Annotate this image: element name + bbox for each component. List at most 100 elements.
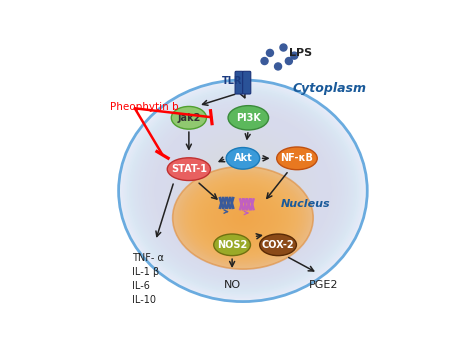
Ellipse shape xyxy=(209,193,277,243)
Ellipse shape xyxy=(233,182,253,200)
Ellipse shape xyxy=(225,175,261,207)
Ellipse shape xyxy=(192,146,293,236)
Ellipse shape xyxy=(201,153,285,229)
Ellipse shape xyxy=(212,196,273,240)
Text: NO: NO xyxy=(224,280,241,290)
Ellipse shape xyxy=(135,94,351,287)
Ellipse shape xyxy=(173,166,313,269)
Ellipse shape xyxy=(202,188,284,248)
Text: Akt: Akt xyxy=(234,153,252,163)
Ellipse shape xyxy=(205,157,281,225)
Ellipse shape xyxy=(187,141,299,241)
Ellipse shape xyxy=(177,132,309,250)
Ellipse shape xyxy=(202,154,284,227)
Ellipse shape xyxy=(120,81,366,300)
Ellipse shape xyxy=(189,178,297,257)
Text: TNF- α
IL-1 β
IL-6
IL-10: TNF- α IL-1 β IL-6 IL-10 xyxy=(132,253,164,305)
Ellipse shape xyxy=(170,125,316,256)
Ellipse shape xyxy=(131,91,355,291)
Ellipse shape xyxy=(219,200,266,235)
Ellipse shape xyxy=(128,88,358,293)
Ellipse shape xyxy=(153,110,333,271)
Ellipse shape xyxy=(177,132,309,249)
Ellipse shape xyxy=(237,185,249,196)
Ellipse shape xyxy=(166,122,319,259)
Ellipse shape xyxy=(222,202,264,233)
Ellipse shape xyxy=(192,146,293,236)
Ellipse shape xyxy=(213,164,273,218)
FancyBboxPatch shape xyxy=(243,71,251,94)
Ellipse shape xyxy=(162,118,324,263)
Ellipse shape xyxy=(192,181,293,254)
Ellipse shape xyxy=(185,139,301,243)
Ellipse shape xyxy=(164,120,322,262)
Ellipse shape xyxy=(236,184,250,197)
Ellipse shape xyxy=(207,191,279,244)
Ellipse shape xyxy=(173,166,313,269)
Ellipse shape xyxy=(187,177,299,259)
Ellipse shape xyxy=(199,151,287,230)
Ellipse shape xyxy=(233,211,253,225)
Ellipse shape xyxy=(223,203,263,232)
Ellipse shape xyxy=(186,140,300,241)
Ellipse shape xyxy=(190,179,296,256)
Ellipse shape xyxy=(221,171,265,211)
Ellipse shape xyxy=(137,96,349,285)
Ellipse shape xyxy=(151,108,335,273)
Ellipse shape xyxy=(201,153,285,229)
Ellipse shape xyxy=(195,183,291,253)
Ellipse shape xyxy=(159,115,327,266)
Ellipse shape xyxy=(218,200,268,236)
Ellipse shape xyxy=(126,87,360,295)
Ellipse shape xyxy=(216,167,270,215)
Ellipse shape xyxy=(160,117,326,264)
Ellipse shape xyxy=(175,168,311,267)
Ellipse shape xyxy=(226,147,260,169)
Ellipse shape xyxy=(238,214,248,221)
Ellipse shape xyxy=(163,119,323,262)
Ellipse shape xyxy=(203,155,283,227)
Ellipse shape xyxy=(228,178,258,204)
Ellipse shape xyxy=(146,105,339,277)
Ellipse shape xyxy=(191,145,295,237)
Ellipse shape xyxy=(235,184,251,198)
Ellipse shape xyxy=(207,158,279,223)
Ellipse shape xyxy=(174,130,312,252)
Ellipse shape xyxy=(157,114,328,267)
Ellipse shape xyxy=(149,107,337,274)
Ellipse shape xyxy=(201,187,285,249)
Ellipse shape xyxy=(237,213,249,222)
Ellipse shape xyxy=(239,187,247,194)
Ellipse shape xyxy=(208,160,278,222)
Ellipse shape xyxy=(209,160,277,221)
Ellipse shape xyxy=(167,123,319,259)
Ellipse shape xyxy=(133,92,353,289)
Ellipse shape xyxy=(127,87,359,294)
Ellipse shape xyxy=(220,171,265,211)
Ellipse shape xyxy=(196,184,290,252)
Ellipse shape xyxy=(179,134,307,248)
Ellipse shape xyxy=(164,121,321,260)
Ellipse shape xyxy=(129,90,356,292)
Ellipse shape xyxy=(145,103,341,278)
Ellipse shape xyxy=(213,164,273,218)
Ellipse shape xyxy=(181,172,305,263)
Ellipse shape xyxy=(174,167,312,268)
Ellipse shape xyxy=(213,196,273,239)
Ellipse shape xyxy=(237,186,248,196)
Ellipse shape xyxy=(118,80,367,302)
Ellipse shape xyxy=(138,98,347,284)
Text: PI3K: PI3K xyxy=(236,113,261,123)
Ellipse shape xyxy=(203,155,283,226)
Ellipse shape xyxy=(199,151,287,230)
Ellipse shape xyxy=(228,206,258,229)
Ellipse shape xyxy=(239,215,246,220)
Ellipse shape xyxy=(179,133,307,248)
Ellipse shape xyxy=(183,138,302,244)
Text: NOS2: NOS2 xyxy=(217,240,247,250)
Ellipse shape xyxy=(242,217,244,219)
Ellipse shape xyxy=(169,125,317,257)
Ellipse shape xyxy=(210,162,275,219)
Ellipse shape xyxy=(189,143,297,239)
Ellipse shape xyxy=(203,188,283,247)
